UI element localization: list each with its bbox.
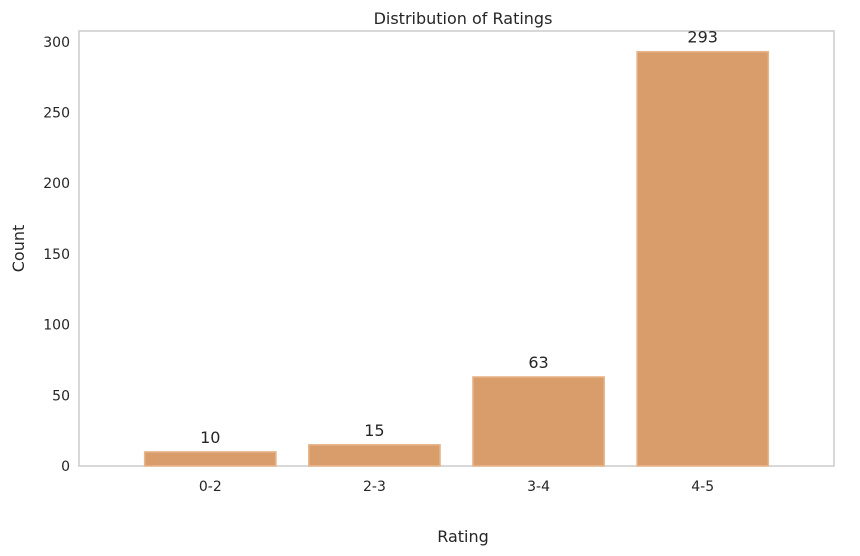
x-tick-label: 4-5 [691, 479, 714, 495]
data-label: 293 [687, 28, 718, 47]
x-tick-label: 3-4 [527, 479, 550, 495]
plot-frame [78, 30, 835, 467]
x-axis-ticks: 0-2 2-3 3-4 4-5 [199, 479, 714, 495]
bar-0-2 [143, 451, 277, 467]
y-tick-label: 100 [43, 318, 70, 334]
x-tick-label: 2-3 [363, 479, 386, 495]
data-label: 10 [200, 428, 220, 447]
y-tick-label: 0 [61, 459, 70, 475]
y-tick-label: 50 [52, 388, 70, 404]
y-tick-label: 150 [43, 247, 70, 263]
x-tick-label: 0-2 [199, 479, 222, 495]
bar-2-3 [308, 444, 441, 467]
y-tick-label: 250 [43, 106, 70, 122]
y-tick-label: 200 [43, 176, 70, 192]
bar-4-5 [636, 50, 770, 467]
y-tick-label: 300 [43, 35, 70, 51]
chart-title: Distribution of Ratings [374, 9, 553, 28]
bars [143, 50, 770, 467]
x-axis-label: Rating [437, 527, 489, 546]
data-labels: 10 15 63 293 [200, 28, 718, 447]
data-label: 63 [528, 353, 548, 372]
bar-3-4 [472, 376, 605, 467]
y-axis-label: Count [9, 225, 28, 273]
data-label: 15 [364, 421, 384, 440]
y-axis-ticks: 0 50 100 150 200 250 300 [43, 35, 70, 475]
